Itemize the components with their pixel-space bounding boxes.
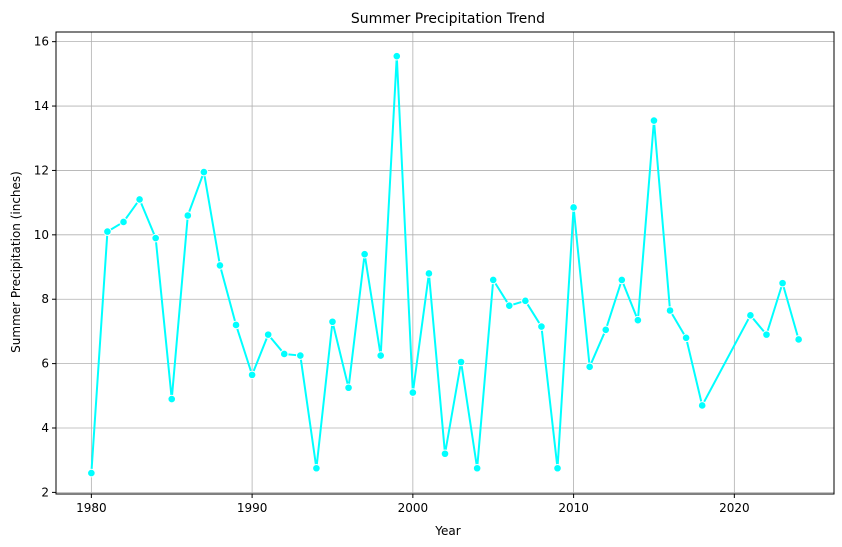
x-axis: 1980 1990 2000 2010 2020 xyxy=(76,494,750,515)
data-point xyxy=(794,335,803,344)
plot-frame xyxy=(55,31,835,495)
data-point xyxy=(344,383,353,393)
y-tick-label: 2 xyxy=(41,485,49,499)
data-point xyxy=(746,311,755,320)
data-point xyxy=(617,275,627,285)
x-tick-label: 2020 xyxy=(719,501,750,515)
y-tick-label: 12 xyxy=(34,163,49,177)
x-tick-label: 1980 xyxy=(76,501,107,515)
y-tick-label: 8 xyxy=(41,292,49,306)
data-point xyxy=(472,463,482,473)
grid xyxy=(56,32,834,494)
x-tick-label: 2000 xyxy=(398,501,429,515)
y-tick-label: 6 xyxy=(41,357,49,371)
data-point xyxy=(521,296,530,306)
y-tick-label: 14 xyxy=(34,99,49,113)
data-point xyxy=(215,261,225,270)
data-point xyxy=(424,269,434,278)
data-point xyxy=(778,278,787,288)
x-tick-label: 2010 xyxy=(558,501,589,515)
data-point xyxy=(279,349,289,359)
data-point xyxy=(553,463,562,473)
data-point xyxy=(537,322,546,331)
data-point xyxy=(167,394,177,404)
data-point xyxy=(328,317,337,327)
data-point xyxy=(87,468,96,478)
data-point xyxy=(199,167,209,177)
data-point xyxy=(103,227,112,236)
data-point xyxy=(263,330,273,339)
data-point xyxy=(119,217,128,227)
data-point xyxy=(135,195,144,204)
data-point xyxy=(312,463,321,473)
data-point xyxy=(585,362,594,372)
data-point xyxy=(649,116,659,125)
y-tick-label: 16 xyxy=(34,35,49,49)
series-path xyxy=(90,55,800,474)
data-point xyxy=(456,357,466,367)
data-point xyxy=(296,351,305,360)
y-axis: 2 4 6 8 10 12 14 16 xyxy=(34,35,56,499)
data-point xyxy=(408,388,418,397)
data-point xyxy=(183,211,193,220)
data-point xyxy=(151,233,160,243)
data-point xyxy=(231,320,241,330)
data-point xyxy=(762,330,771,339)
x-tick-label: 1990 xyxy=(237,501,268,515)
data-point xyxy=(569,203,578,212)
data-point xyxy=(247,370,257,380)
y-axis-label: Summer Precipitation (inches) xyxy=(9,171,23,353)
x-axis-label: Year xyxy=(434,524,460,538)
data-point xyxy=(697,401,707,410)
data-point xyxy=(601,325,611,335)
data-point xyxy=(360,249,369,259)
chart-title: Summer Precipitation Trend xyxy=(351,11,545,27)
y-tick-label: 10 xyxy=(34,228,49,242)
data-point xyxy=(392,51,402,61)
data-point xyxy=(376,351,386,360)
data-point xyxy=(488,275,498,285)
series-line xyxy=(87,51,803,478)
data-point xyxy=(440,449,450,459)
data-point xyxy=(681,333,691,343)
data-point xyxy=(665,306,675,315)
data-point xyxy=(504,301,514,310)
data-point xyxy=(633,315,643,325)
y-tick-label: 4 xyxy=(41,421,49,435)
